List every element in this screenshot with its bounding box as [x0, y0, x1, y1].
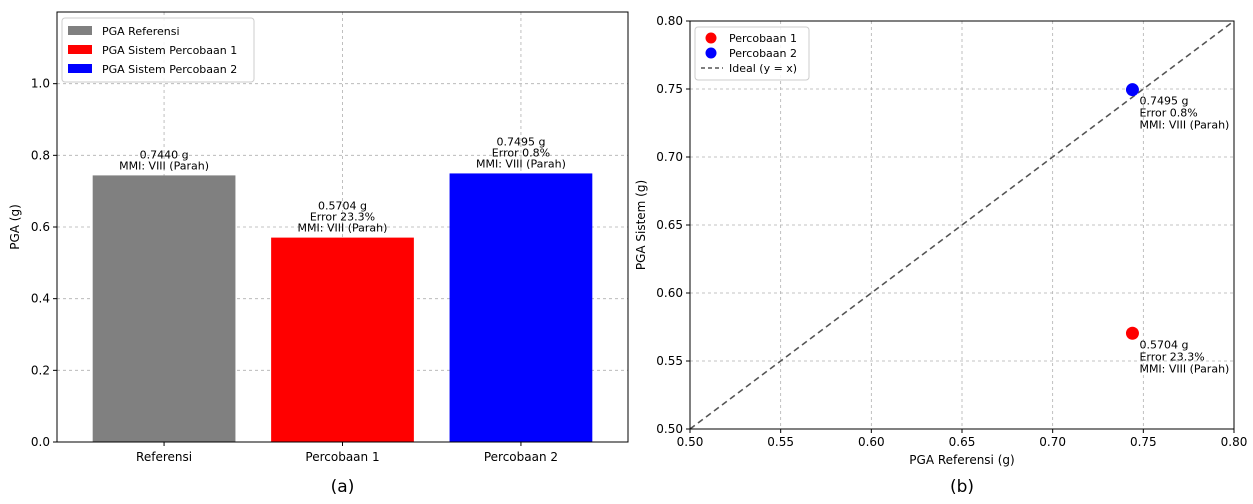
bar — [449, 173, 593, 442]
annotation-line: MMI: VIII (Parah) — [298, 222, 388, 235]
point-annotation: 0.5704 g Error 23.3% MMI: VIII (Parah) — [1139, 338, 1229, 375]
y-tick-label: 0.60 — [656, 286, 683, 300]
scatter-point — [1125, 83, 1139, 97]
annotation-line: 0.7495 g — [496, 135, 545, 148]
legend-label: Ideal (y = x) — [729, 62, 797, 75]
legend-swatch — [68, 45, 92, 54]
legend-label: Percobaan 1 — [729, 32, 797, 45]
x-tick-label: 0.60 — [858, 435, 885, 449]
y-tick-label: 0.55 — [656, 354, 683, 368]
y-tick-label: 0.80 — [656, 14, 683, 28]
x-tick-label: 0.55 — [767, 435, 794, 449]
legend-label: PGA Sistem Percobaan 2 — [102, 63, 237, 76]
bar-chart: 0.7440 g MMI: VIII (Parah)0.5704 g Error 2… — [8, 11, 629, 497]
annotation-line: Error 23.3% — [1139, 350, 1204, 363]
legend-swatch — [68, 64, 92, 73]
y-tick-label: 0.8 — [31, 148, 50, 162]
annotation-line: Error 23.3% — [310, 211, 375, 224]
x-tick-label: 0.70 — [1039, 435, 1066, 449]
y-tick-label: 0.50 — [656, 422, 683, 436]
ideal-line — [689, 20, 1235, 430]
panel-label: (a) — [331, 477, 355, 497]
annotation-line: 0.7440 g — [140, 148, 189, 161]
legend: PGA Referensi PGA Sistem Percobaan 1 PGA S… — [61, 17, 255, 83]
y-tick-label: 1.0 — [31, 77, 50, 91]
x-tick-label: 0.65 — [949, 435, 976, 449]
annotation-line: 0.5704 g — [1139, 338, 1188, 351]
x-axis-label: PGA Referensi (g) — [909, 453, 1014, 467]
x-tick-label: Referensi — [136, 450, 192, 464]
panel-label: (b) — [950, 477, 974, 497]
legend-box — [61, 17, 255, 83]
scatter-chart: 0.5704 g Error 23.3% MMI: VIII (Parah)0.74… — [634, 14, 1247, 497]
legend-label: PGA Referensi — [102, 25, 180, 38]
y-tick-label: 0.4 — [31, 292, 50, 306]
annotation-line: 0.5704 g — [318, 200, 367, 213]
x-tick-label: 0.50 — [677, 435, 704, 449]
bar-annotation: 0.7495 g Error 0.8% MMI: VIII (Parah) — [476, 135, 566, 170]
annotation-line: MMI: VIII (Parah) — [119, 159, 209, 172]
bar-annotation: 0.7440 g MMI: VIII (Parah) — [119, 148, 209, 172]
point-annotation: 0.7495 g Error 0.8% MMI: VIII (Parah) — [1139, 95, 1229, 132]
scatter-point — [1125, 326, 1139, 340]
y-axis-label: PGA (g) — [8, 204, 22, 250]
bar — [271, 237, 414, 442]
legend-label: PGA Sistem Percobaan 1 — [102, 44, 237, 57]
annotation-line: Error 0.8% — [1139, 107, 1197, 120]
legend-marker — [705, 47, 717, 59]
legend-box — [694, 26, 810, 81]
x-tick-label: 0.80 — [1221, 435, 1248, 449]
y-tick-label: 0.70 — [656, 150, 683, 164]
annotation-line: Error 0.8% — [492, 146, 550, 159]
y-tick-label: 0.2 — [31, 363, 50, 377]
bar-annotation: 0.5704 g Error 23.3% MMI: VIII (Parah) — [298, 200, 388, 235]
bar — [92, 175, 236, 442]
annotation-line: MMI: VIII (Parah) — [476, 157, 566, 170]
x-tick-label: Percobaan 2 — [484, 450, 558, 464]
y-tick-label: 0.65 — [656, 218, 683, 232]
annotation-line: MMI: VIII (Parah) — [1139, 119, 1229, 132]
annotation-line: MMI: VIII (Parah) — [1139, 362, 1229, 375]
y-tick-label: 0.0 — [31, 435, 50, 449]
x-tick-label: Percobaan 1 — [305, 450, 379, 464]
legend-label: Percobaan 2 — [729, 47, 797, 60]
x-tick-label: 0.75 — [1130, 435, 1157, 449]
legend-swatch — [68, 26, 92, 35]
annotation-line: 0.7495 g — [1139, 95, 1188, 108]
y-axis-label: PGA Sistem (g) — [634, 180, 648, 270]
y-tick-label: 0.75 — [656, 82, 683, 96]
legend: Percobaan 1 Percobaan 2 Ideal (y = x) — [694, 26, 810, 81]
legend-marker — [705, 32, 717, 44]
y-tick-label: 0.6 — [31, 220, 50, 234]
